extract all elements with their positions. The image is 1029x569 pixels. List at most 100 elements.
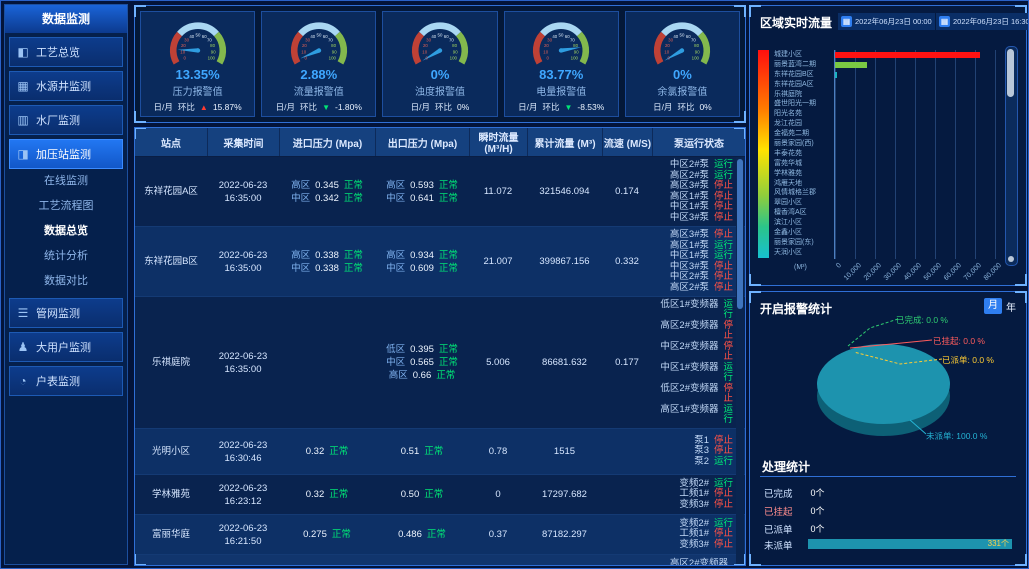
sidebar-item-source-well[interactable]: ▦ 水源井监测 xyxy=(9,71,123,101)
svg-text:50: 50 xyxy=(316,33,321,38)
gauge-trend-value: 0% xyxy=(699,102,712,112)
trend-arrow-icon: ▲ xyxy=(199,102,208,112)
date-to-picker[interactable]: ▦ 2022年06月23日 16:30 xyxy=(936,13,1028,30)
sidebar-item-large-user[interactable]: ♟ 大用户监测 xyxy=(9,332,123,362)
flow-bar xyxy=(835,71,837,78)
gauge-label: 流量报警值 xyxy=(293,87,344,98)
svg-text:30: 30 xyxy=(547,38,552,43)
sidebar-item-label: 加压站监测 xyxy=(36,149,91,161)
col-instant-flow: 瞬时流量 (M³/H) xyxy=(469,128,527,156)
gauge-trend-word: 环比 xyxy=(435,102,453,112)
table-row[interactable]: 光明小区 2022-06-23 16:30:46 0.32 正常 0.51 正常 0.78 15… xyxy=(135,429,745,475)
table-row[interactable]: 学林雅苑 2022-06-23 16:23:12 0.32 正常 0.50 正常 0 17297… xyxy=(135,475,745,515)
gauge-power-alarm: 0 10 20 30 40 50 60 70 80 90 100 83.77% 电量报警值 日/月 … xyxy=(503,11,619,117)
svg-text:10: 10 xyxy=(665,50,670,55)
sidebar-subitem-process-flow[interactable]: 工艺流程图 xyxy=(38,200,94,212)
sidebar-subitem-data-compare[interactable]: 数据对比 xyxy=(44,275,88,287)
sidebar-item-pressure-station[interactable]: ◨ 加压站监测 xyxy=(9,139,123,169)
alarm-gauges-panel: 0 10 20 30 40 50 60 70 80 90 100 13.35% 压力报警值 日/月 … xyxy=(134,5,746,123)
table-scrollbar-thumb[interactable] xyxy=(737,159,743,309)
sidebar-item-meter-monitor[interactable]: ◔ 户表监测 xyxy=(9,366,123,396)
sidebar-item-water-plant[interactable]: ▥ 水厂监测 xyxy=(9,105,123,135)
svg-text:70: 70 xyxy=(449,38,454,43)
progress-value: 331个 xyxy=(987,539,1009,548)
table-scrollbar[interactable] xyxy=(736,157,744,564)
svg-text:90: 90 xyxy=(574,50,579,55)
sidebar-subitem-data-overview[interactable]: 数据总览 xyxy=(44,225,88,237)
flow-scrollbar-thumb[interactable] xyxy=(1007,49,1014,97)
svg-text:30: 30 xyxy=(305,38,310,43)
gauge-period-label: 日/月 xyxy=(275,102,296,112)
svg-text:100: 100 xyxy=(450,56,458,61)
date-from-value: 2022年06月23日 00:00 xyxy=(855,17,932,26)
gauge-turbidity-alarm: 0 10 20 30 40 50 60 70 80 90 100 0% 浊度报警值 日/月 环比 0… xyxy=(382,11,498,117)
svg-text:60: 60 xyxy=(323,34,328,39)
svg-text:10: 10 xyxy=(544,50,549,55)
trend-arrow-icon: ▼ xyxy=(564,102,573,112)
table-row[interactable]: 东祥花园B区 2022-06-23 16:35:00 高区 0.338 正常 中区 0.338… xyxy=(135,227,745,297)
pie-label-undispatched: 未派单100.0 % xyxy=(926,430,987,442)
region-flow-panel: 区域实时流量 ▦ 2022年06月23日 00:00 ▦ 2022年06月23日… xyxy=(749,5,1028,286)
pressure-station-icon: ◨ xyxy=(17,147,29,161)
sidebar-item-process-overview[interactable]: ◧ 工艺总览 xyxy=(9,37,123,67)
table-row[interactable]: 富丽华庭 2022-06-23 16:21:50 0.275 正常 0.486 正常 0.37… xyxy=(135,515,745,555)
sidebar-submenu: 在线监测 工艺流程图 数据总览 统计分析 数据对比 xyxy=(5,169,127,294)
table-body: 东祥花园A区 2022-06-23 16:35:00 高区 0.345 正常 中区 0.342… xyxy=(135,157,745,565)
svg-text:30: 30 xyxy=(426,38,431,43)
svg-text:60: 60 xyxy=(565,34,570,39)
col-inlet-pressure: 进口压力 (Mpa) xyxy=(279,128,375,156)
gauge-flow-alarm: 0 10 20 30 40 50 60 70 80 90 100 2.88% 流量报警值 日/月 环… xyxy=(261,11,377,117)
table-row[interactable]: 乐祺庭院 2022-06-23 16:35:00 低区 0.395 正常 中区 0.565 正常… xyxy=(135,297,745,429)
gauge-trend-word: 环比 xyxy=(177,102,195,112)
table-row[interactable]: 东祥花园A区 2022-06-23 16:35:00 高区 0.345 正常 中区 0.342… xyxy=(135,157,745,227)
col-outlet-pressure: 出口压力 (Mpa) xyxy=(375,128,469,156)
svg-text:40: 40 xyxy=(674,34,679,39)
sidebar-subitem-online-monitor[interactable]: 在线监测 xyxy=(44,175,88,187)
svg-text:50: 50 xyxy=(438,33,443,38)
gauge-pressure-alarm: 0 10 20 30 40 50 60 70 80 90 100 13.35% 压力报警值 日/月 … xyxy=(140,11,256,117)
flow-scrollbar[interactable] xyxy=(1005,46,1018,266)
sidebar-subitem-stat-analysis[interactable]: 统计分析 xyxy=(44,250,88,262)
col-time: 采集时间 xyxy=(207,128,279,156)
svg-text:0: 0 xyxy=(304,56,307,61)
svg-text:70: 70 xyxy=(691,38,696,43)
undispatched-progress-bar: 331个 xyxy=(808,539,1012,549)
process-stats-title: 处理统计 xyxy=(762,460,811,474)
svg-text:80: 80 xyxy=(695,43,700,48)
process-stats-divider xyxy=(760,476,1016,477)
col-total-flow: 累计流量 (M³) xyxy=(527,128,602,156)
svg-text:40: 40 xyxy=(189,34,194,39)
svg-text:0: 0 xyxy=(547,56,550,61)
date-from-picker[interactable]: ▦ 2022年06月23日 00:00 xyxy=(838,13,935,30)
svg-text:100: 100 xyxy=(692,56,700,61)
sidebar-item-label: 水源井监测 xyxy=(36,81,91,93)
gauge-value: 2.88% xyxy=(300,67,338,82)
alarm-panel-title: 开启报警统计 xyxy=(760,302,833,316)
stations-table-panel: 站点 采集时间 进口压力 (Mpa) 出口压力 (Mpa) 瞬时流量 (M³/H… xyxy=(134,127,746,566)
svg-text:60: 60 xyxy=(444,34,449,39)
svg-text:90: 90 xyxy=(453,50,458,55)
toggle-month-button[interactable]: 月 xyxy=(984,298,1002,314)
svg-text:40: 40 xyxy=(553,34,558,39)
gauge-trend-value: 0% xyxy=(457,102,470,112)
sidebar-item-label: 管网监测 xyxy=(36,308,80,320)
sidebar-item-label: 水厂监测 xyxy=(36,115,80,127)
large-user-icon: ♟ xyxy=(17,340,29,354)
svg-text:20: 20 xyxy=(544,43,549,48)
flow-bar xyxy=(835,52,980,58)
sidebar-item-pipe-network[interactable]: ☰ 管网监测 xyxy=(9,298,123,328)
svg-text:0: 0 xyxy=(183,56,186,61)
meter-icon: ◔ xyxy=(19,374,27,388)
gauge-trend-value: -8.53% xyxy=(577,102,605,112)
svg-text:40: 40 xyxy=(310,34,315,39)
svg-text:90: 90 xyxy=(695,50,700,55)
svg-text:20: 20 xyxy=(302,43,307,48)
gauge-value: 0% xyxy=(430,67,450,82)
toggle-year-button[interactable]: 年 xyxy=(1006,302,1016,314)
